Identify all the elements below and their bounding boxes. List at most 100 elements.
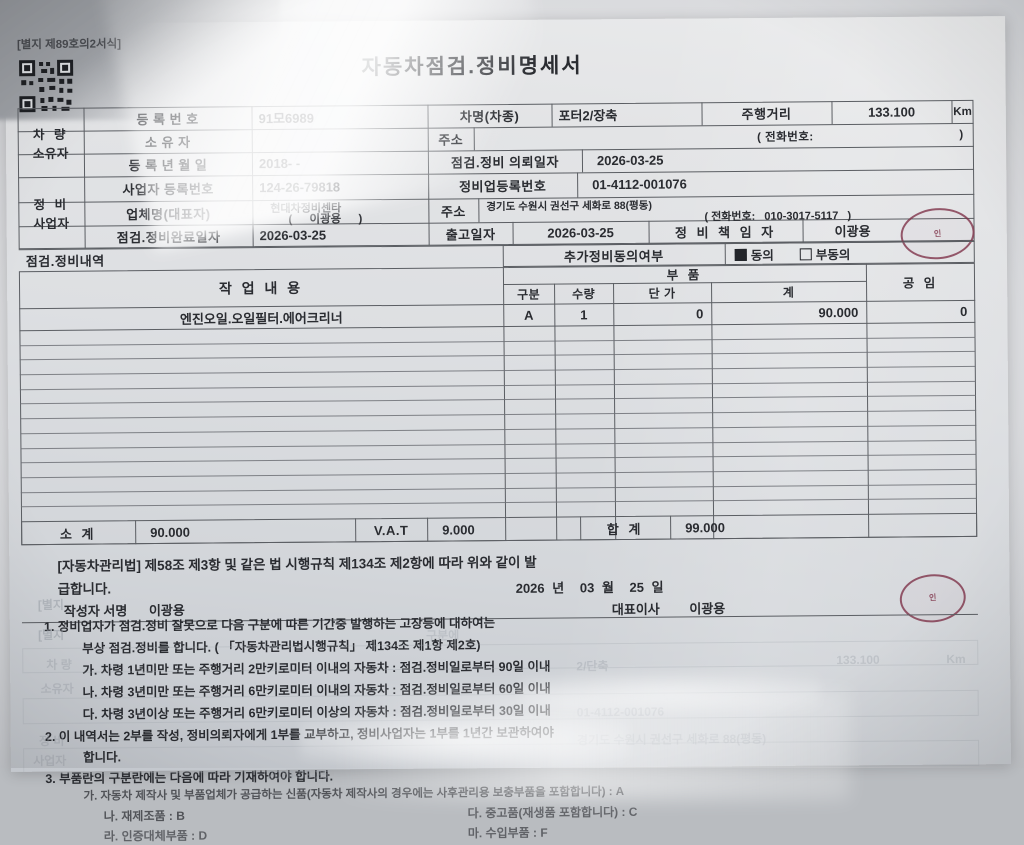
note-line: 다. 차령 3년이상 또는 주행거리 6만키로미터 이상의 자동차 : 점검.정… — [82, 703, 551, 722]
table-row-parts-type: A — [524, 307, 534, 323]
owner-phone-value — [824, 123, 954, 147]
note-line: 라. 인증대체부품 : D — [103, 828, 208, 844]
page-title: 자동차점검.정비명세서 — [361, 54, 583, 80]
total-value: 99.000 — [685, 519, 725, 535]
company-name-label: 업체명(대표자) — [126, 206, 211, 222]
document-sheet: [별지 제89호의2서식] 자동차점검.정비명세서 — [11, 22, 997, 844]
ghost-text: 소유자 — [40, 681, 74, 697]
work-section-label: 점검.정비내역 — [25, 252, 105, 269]
note-line: 3. 부품란의 구분란에는 다음에 따라 기재하여야 합니다. — [45, 769, 334, 787]
note-line: 나. 차령 3년미만 또는 주행거리 6만키로미터 이내의 자동차 : 점검.정… — [82, 681, 551, 700]
labor-header: 공 임 — [902, 276, 939, 291]
consent-disagree-label: 부동의 — [815, 247, 851, 262]
business-registration-label: 사업자 등록번호 — [122, 181, 214, 198]
complete-date-value: 2026-03-25 — [259, 227, 327, 244]
company-name-value-group: 현대차정비센타 ( 이광용 ) — [256, 199, 428, 225]
request-date-label: 점검.정비 의뢰일자 — [450, 154, 559, 171]
vehicle-owner-label-line1: 차 량 — [32, 127, 69, 142]
note-line: 가. 자동차 제작사 및 부품업체가 공급하는 신품(자동차 제작사의 경우에는… — [83, 785, 625, 803]
ghost-text: [별지 — [37, 597, 64, 613]
delivery-date-label: 출고일자 — [445, 227, 496, 243]
consent-agree-option[interactable]: 동의 — [734, 244, 774, 263]
ghost-text: 133.100 — [836, 652, 880, 668]
repair-address-value: 경기도 수원시 권선구 세화로 88(평동) — [486, 199, 652, 214]
consent-agree-label: 동의 — [750, 248, 774, 263]
mileage-unit: Km — [953, 105, 972, 118]
owner-address-label: 주소 — [438, 132, 464, 148]
total-label: 합 계 — [606, 521, 644, 537]
repair-registration-value: 01-4112-001076 — [592, 176, 687, 193]
note-line: 다. 중고품(재생품 포함합니다) : C — [467, 804, 638, 821]
ghost-text: 차 량 — [46, 657, 72, 673]
table-row-parts-unit-price: 0 — [695, 305, 704, 321]
signer-name: 이광용 — [689, 601, 726, 617]
registration-date-value: 2018- - — [258, 155, 301, 172]
date-day: 25 — [629, 579, 645, 595]
company-seal-text: 인 — [928, 592, 937, 603]
parts-total-header: 계 — [782, 284, 795, 300]
ghost-text: 사업자 — [33, 753, 67, 769]
complete-date-label: 점검.정비완료일자 — [116, 229, 221, 246]
statement-line-1: [자동차관리법] 제58조 제3항 및 같은 법 시행규칙 제134조 제2항에… — [57, 554, 537, 574]
subtotal-label: 소 계 — [59, 526, 97, 542]
parts-type-header: 구분 — [517, 287, 541, 302]
ghost-text: Km — [946, 651, 966, 667]
owner-phone-close: ) — [959, 128, 964, 141]
note-line: 가. 차령 1년미만 또는 주행거리 2만키로미터 이내의 자동차 : 점검.정… — [82, 659, 551, 678]
qr-code-icon — [19, 59, 74, 113]
repair-registration-label: 정비업등록번호 — [458, 178, 547, 195]
note-line: 마. 수입부품 : F — [467, 825, 548, 841]
ghost-text: 2/단축 — [576, 659, 609, 674]
subtotal-value: 90.000 — [150, 524, 191, 540]
parts-unit-price-header: 단 가 — [648, 285, 676, 301]
request-date-value: 2026-03-25 — [596, 152, 664, 169]
checkbox-agree-icon[interactable] — [734, 248, 747, 261]
date-year: 2026 — [515, 580, 545, 596]
mileage-value: 133.100 — [867, 104, 916, 120]
repair-business-label-line2: 사업자 — [33, 216, 70, 232]
table-row-labor: 0 — [959, 303, 968, 319]
note-line: 1. 정비업자가 점검.정비 잘못으로 다음 구분에 따른 기간중 발행하는 고… — [43, 616, 496, 635]
note-line: 합니다. — [83, 750, 122, 765]
owner-value — [252, 128, 428, 153]
form-code: [별지 제89호의2서식] — [16, 38, 122, 52]
vat-value: 9.000 — [442, 521, 475, 538]
ghost-text: 경기도 수원시 권선구 세화로 88(평동) — [576, 731, 767, 748]
work-content-header: 작 업 내 용 — [218, 279, 304, 296]
owner-label: 소 유 자 — [144, 134, 191, 151]
mileage-label: 주행거리 — [741, 106, 792, 122]
date-month-unit: 월 — [601, 580, 614, 596]
extra-consent-options[interactable]: 동의 부동의 — [734, 241, 965, 265]
table-row-parts-total: 90.000 — [818, 304, 859, 320]
checkbox-disagree-icon[interactable] — [799, 247, 812, 260]
ghost-text: 01-4112-001076 — [576, 704, 665, 720]
date-month: 03 — [579, 580, 595, 596]
vehicle-owner-section-label: 차 량 소유자 — [17, 108, 84, 178]
company-seal-stamp: 인 — [898, 571, 968, 625]
registration-number-value: 91모6989 — [258, 110, 314, 127]
repair-business-label-line1: 정 비 — [33, 197, 70, 213]
manager-seal-text: 인 — [933, 228, 942, 238]
registration-date-label: 등 록 년 월 일 — [128, 157, 208, 174]
date-day-unit: 일 — [651, 579, 664, 595]
registration-number-label: 등 록 번 호 — [136, 111, 199, 128]
manager-value: 이광용 — [834, 223, 871, 240]
statement-date: 2026 년 03 월 25 일 — [516, 577, 668, 597]
vehicle-name-label: 차명(차종) — [459, 108, 520, 125]
table-row-parts-qty: 1 — [580, 306, 588, 322]
business-registration-value: 124-26-79818 — [259, 179, 341, 196]
owner-phone-label: ( 전화번호: — [757, 130, 814, 144]
signer-title: 대표이사 — [611, 601, 660, 618]
manager-label: 정 비 책 임 자 — [674, 224, 777, 241]
vehicle-name-value: 포터2/장축 — [558, 108, 618, 124]
note-line: 2. 이 내역서는 2부를 작성, 정비의뢰자에게 1부를 교부하고, 정비사업… — [44, 725, 554, 745]
consent-disagree-option[interactable]: 부동의 — [799, 243, 851, 262]
signer-row: 대표이사 이광용 — [612, 598, 726, 618]
date-year-unit: 년 — [552, 580, 565, 596]
statement-line-2: 급합니다. — [57, 581, 112, 597]
vat-label: V.A.T — [373, 522, 409, 538]
repair-business-section-label: 정 비 사업자 — [18, 177, 85, 250]
parts-qty-header: 수량 — [572, 286, 596, 301]
delivery-date-value: 2026-03-25 — [547, 225, 614, 241]
vehicle-owner-label-line2: 소유자 — [32, 146, 69, 161]
